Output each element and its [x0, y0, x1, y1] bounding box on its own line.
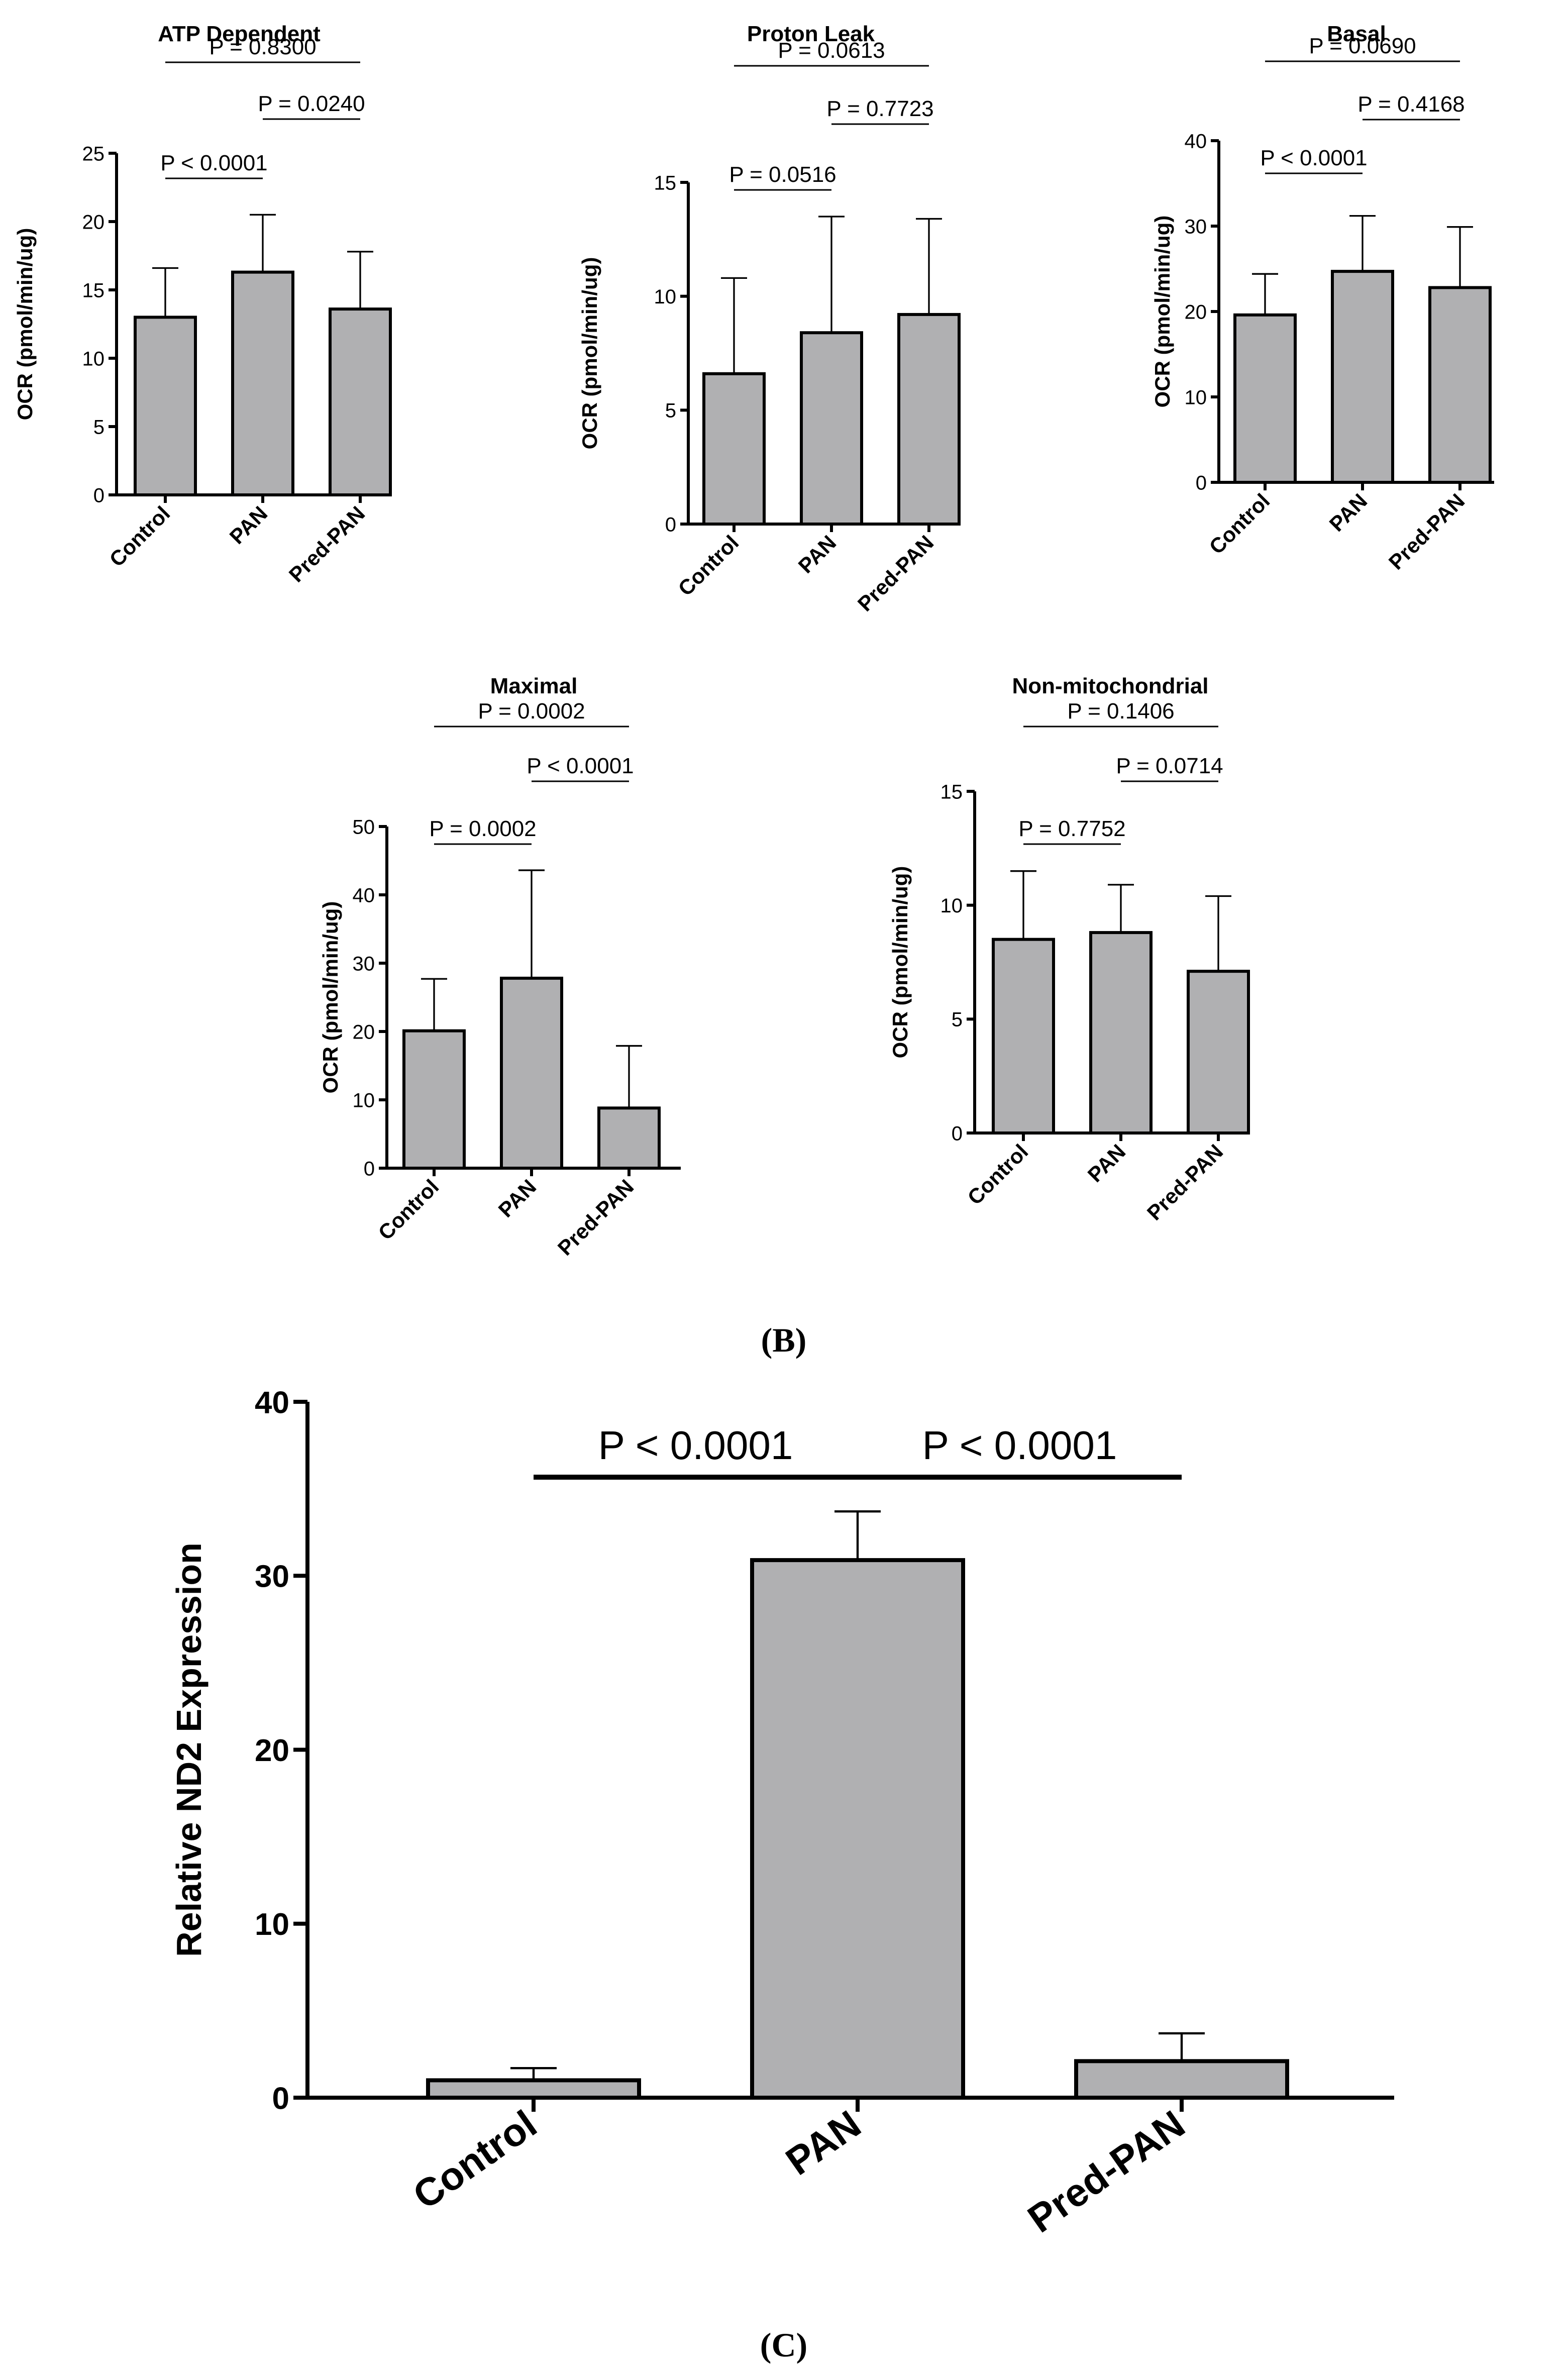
p-value-label: P = 0.0002 [429, 816, 536, 841]
y-tick-label: 20 [82, 211, 105, 233]
bar-pred-pan [329, 307, 392, 497]
y-tick-label: 5 [93, 416, 104, 438]
bar-pan [500, 976, 563, 1170]
y-tick-label: 15 [654, 172, 677, 194]
bar-pan [1331, 270, 1394, 484]
panel-label-c: (C) [760, 2326, 807, 2364]
p-value-label: P = 0.0613 [778, 38, 885, 63]
bar-control [1233, 313, 1297, 484]
bar-pan [750, 1558, 965, 2100]
panel-label-b: (B) [761, 1321, 807, 1359]
y-axis-label: Relative ND2 Expression [169, 1542, 208, 1957]
y-tick-label: 30 [1185, 216, 1207, 238]
y-tick-label: 25 [82, 143, 105, 165]
p-value-label: P = 0.4168 [1357, 92, 1465, 117]
y-tick-label: 50 [353, 816, 375, 838]
y-tick-label: 0 [364, 1158, 375, 1180]
bar-pred-pan [597, 1106, 661, 1170]
y-tick-label: 0 [272, 2081, 289, 2116]
p-value-label: P = 0.0690 [1309, 34, 1416, 58]
p-value-label: P < 0.0001 [160, 151, 267, 175]
bar-pred-pan [1428, 286, 1492, 484]
y-axis-label: OCR (pmol/min/ug) [13, 228, 37, 421]
y-axis-label: OCR (pmol/min/ug) [1151, 216, 1174, 408]
chart-title: Maximal [490, 674, 578, 698]
bar-control [402, 1029, 466, 1170]
bar-pan [231, 270, 294, 496]
y-tick-label: 20 [1185, 301, 1207, 323]
y-tick-label: 30 [353, 953, 375, 975]
y-tick-label: 10 [353, 1089, 375, 1111]
y-tick-label: 10 [1185, 386, 1207, 408]
p-value-label: P = 0.7723 [826, 96, 933, 121]
y-tick-label: 0 [93, 484, 104, 506]
y-tick-label: 40 [1185, 130, 1207, 152]
p-value-label: P < 0.0001 [527, 754, 634, 778]
p-value-label: P < 0.0001 [922, 1423, 1117, 1468]
y-tick-label: 10 [82, 348, 105, 370]
y-tick-label: 5 [952, 1009, 963, 1031]
y-tick-label: 10 [255, 1907, 289, 1942]
p-value-label: P = 0.8300 [209, 35, 316, 59]
y-tick-label: 0 [952, 1122, 963, 1145]
bar-pan [1089, 931, 1153, 1135]
bar-control [702, 372, 766, 526]
y-tick-label: 0 [665, 513, 676, 536]
y-axis-label: OCR (pmol/min/ug) [888, 866, 912, 1059]
y-tick-label: 0 [1196, 472, 1207, 494]
bar-pred-pan [897, 313, 961, 526]
p-value-label: P = 0.0516 [729, 162, 836, 187]
y-axis-label: OCR (pmol/min/ug) [578, 257, 601, 450]
y-tick-label: 40 [353, 884, 375, 906]
bar-control [992, 938, 1055, 1135]
bar-control [134, 316, 197, 497]
y-tick-label: 30 [255, 1560, 289, 1594]
p-value-label: P < 0.0001 [598, 1423, 793, 1468]
y-axis-label: OCR (pmol/min/ug) [319, 901, 342, 1094]
p-value-label: P = 0.1406 [1067, 699, 1174, 724]
y-tick-label: 20 [255, 1733, 289, 1768]
bar-pred-pan [1187, 970, 1250, 1135]
y-tick-label: 15 [940, 781, 963, 803]
y-tick-label: 10 [940, 895, 963, 917]
y-tick-label: 10 [654, 286, 677, 308]
chart-title: Basal [1327, 22, 1386, 46]
p-value-label: P = 0.0002 [478, 699, 585, 724]
y-tick-label: 20 [353, 1021, 375, 1043]
y-tick-label: 5 [665, 400, 676, 422]
chart-title: Non-mitochondrial [1012, 674, 1208, 698]
bar-pred-pan [1074, 2059, 1289, 2100]
y-tick-label: 15 [82, 279, 105, 301]
chart-title: ATP Dependent [158, 22, 321, 46]
p-value-label: P = 0.0240 [258, 91, 365, 116]
bar-pan [800, 331, 863, 526]
bar-control [426, 2078, 641, 2100]
p-value-label: P = 0.0714 [1116, 754, 1223, 778]
p-value-label: P < 0.0001 [1260, 146, 1367, 170]
p-value-label: P = 0.7752 [1018, 816, 1125, 841]
chart-title: Proton Leak [747, 22, 875, 46]
y-tick-label: 40 [255, 1385, 289, 1420]
